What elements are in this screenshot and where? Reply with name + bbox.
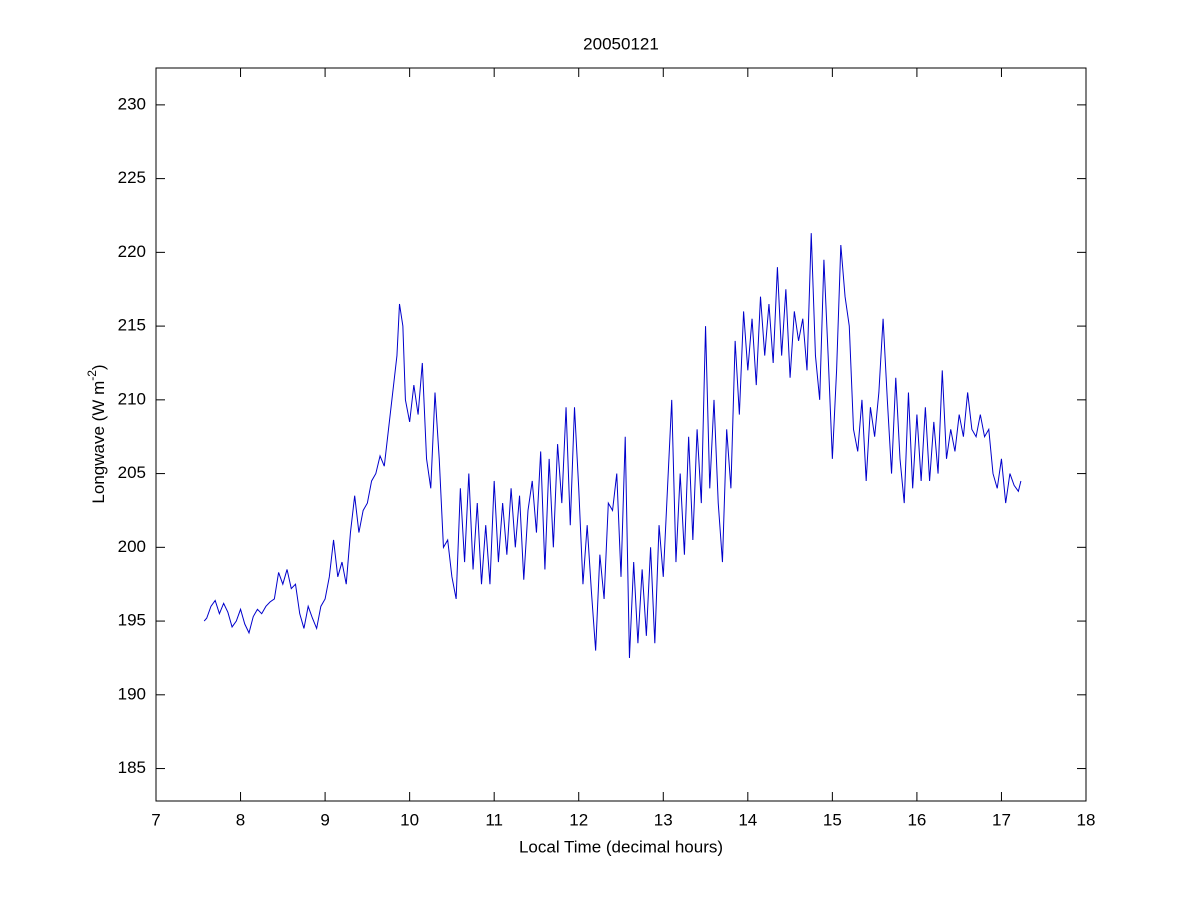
y-label-sup: -2: [85, 370, 99, 381]
y-tick-label: 215: [118, 316, 146, 335]
y-tick-label: 230: [118, 94, 146, 113]
y-axis-label: Longwave (W m-2): [85, 364, 108, 503]
y-tick-label: 210: [118, 389, 146, 408]
x-tick-label: 13: [654, 810, 673, 829]
y-tick-label: 205: [118, 463, 146, 482]
x-tick-label: 10: [400, 810, 419, 829]
y-tick-label: 225: [118, 168, 146, 187]
x-tick-label: 14: [738, 810, 757, 829]
x-tick-label: 18: [1077, 810, 1096, 829]
y-tick-label: 190: [118, 684, 146, 703]
y-tick-label: 195: [118, 611, 146, 630]
x-tick-label: 16: [907, 810, 926, 829]
x-tick-label: 8: [236, 810, 245, 829]
x-tick-label: 17: [992, 810, 1011, 829]
y-label-end: ): [89, 364, 108, 370]
data-line: [203, 233, 1022, 658]
y-tick-label: 220: [118, 242, 146, 261]
y-label-text: Longwave (W m: [89, 381, 108, 504]
y-tick-label: 185: [118, 758, 146, 777]
x-tick-label: 12: [569, 810, 588, 829]
x-tick-label: 7: [151, 810, 160, 829]
x-tick-label: 9: [320, 810, 329, 829]
plot-frame: [155, 67, 1087, 802]
y-tick-label: 200: [118, 537, 146, 556]
chart-title: 20050121: [583, 34, 659, 53]
x-axis-label: Local Time (decimal hours): [519, 837, 723, 856]
x-tick-label: 15: [823, 810, 842, 829]
x-tick-label: 11: [485, 810, 503, 829]
